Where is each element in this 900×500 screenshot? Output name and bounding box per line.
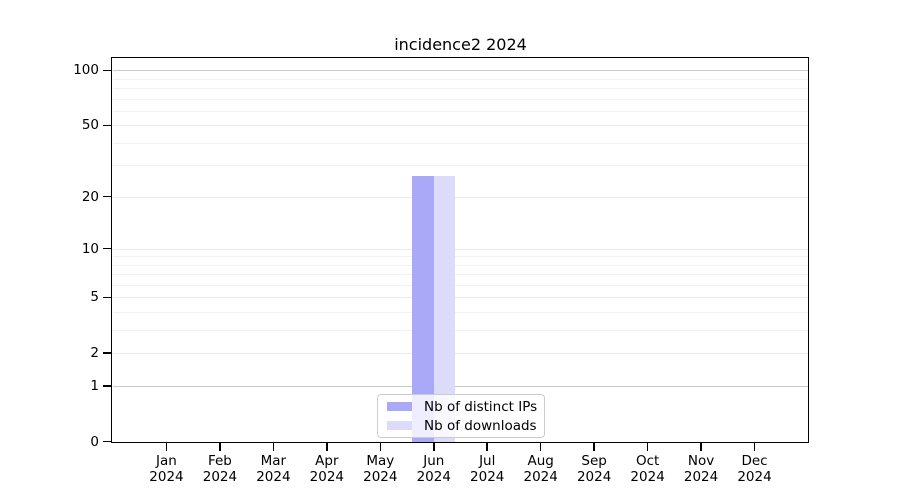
gridline-minor bbox=[113, 274, 808, 276]
y-tick-label: 2 bbox=[90, 345, 99, 362]
gridline-major bbox=[113, 196, 808, 198]
y-tick-label: 1 bbox=[90, 377, 99, 394]
y-tick bbox=[103, 69, 111, 72]
y-tick-label: 100 bbox=[73, 62, 99, 79]
x-tick-label: Nov 2024 bbox=[683, 452, 719, 486]
x-tick-label: Mar 2024 bbox=[256, 452, 291, 486]
gridline-major bbox=[113, 297, 808, 299]
bar-distinct-ips bbox=[412, 176, 434, 442]
x-tick bbox=[700, 442, 702, 451]
gridline-minor bbox=[113, 78, 808, 80]
x-tick bbox=[646, 442, 649, 451]
x-tick-label: Apr 2024 bbox=[309, 452, 345, 486]
y-tick bbox=[103, 247, 111, 250]
x-tick bbox=[486, 442, 488, 451]
y-tick bbox=[103, 352, 111, 354]
gridline-minor bbox=[113, 110, 808, 112]
legend-label-distinct-ips: Nb of distinct IPs bbox=[424, 398, 538, 415]
bar-downloads bbox=[433, 176, 456, 442]
x-tick-label: Aug 2024 bbox=[523, 452, 558, 486]
legend-swatch-distinct-ips bbox=[387, 402, 412, 411]
x-tick-label: Feb 2024 bbox=[202, 452, 238, 486]
x-tick bbox=[433, 442, 435, 451]
x-tick-label: Oct 2024 bbox=[630, 452, 665, 486]
gridline-minor bbox=[113, 330, 808, 331]
y-tick-label: 50 bbox=[81, 117, 99, 134]
y-tick bbox=[103, 195, 111, 198]
y-tick bbox=[103, 385, 111, 387]
y-tick-label: 5 bbox=[90, 289, 99, 306]
x-tick-label: Dec 2024 bbox=[737, 452, 772, 486]
x-tick bbox=[219, 442, 221, 451]
x-tick bbox=[326, 442, 328, 451]
gridline-minor bbox=[113, 98, 808, 100]
gridline-minor bbox=[113, 264, 808, 266]
gridline-minor bbox=[113, 256, 808, 258]
gridline-major bbox=[113, 353, 808, 355]
x-tick-label: Jan 2024 bbox=[149, 452, 184, 486]
gridline-major bbox=[113, 70, 808, 72]
gridline-major bbox=[113, 125, 808, 127]
gridline-minor bbox=[113, 88, 808, 90]
y-tick-label: 0 bbox=[90, 433, 99, 450]
gridline-minor bbox=[113, 142, 808, 144]
y-tick bbox=[103, 296, 111, 299]
x-tick-label: Sep 2024 bbox=[576, 452, 612, 486]
gridline-major bbox=[113, 248, 808, 250]
x-tick-label: May 2024 bbox=[363, 452, 398, 486]
legend-label-downloads: Nb of downloads bbox=[424, 417, 537, 434]
gridline-minor bbox=[113, 284, 808, 286]
x-tick bbox=[593, 442, 595, 451]
x-tick-label: Jun 2024 bbox=[416, 452, 451, 486]
chart-title: incidence2 2024 bbox=[394, 35, 527, 54]
x-tick bbox=[379, 442, 382, 451]
gridline-minor bbox=[113, 312, 808, 314]
y-tick bbox=[103, 440, 111, 443]
legend-item-downloads: Nb of downloads bbox=[387, 417, 537, 434]
y-tick-label: 10 bbox=[81, 240, 99, 257]
x-tick bbox=[539, 442, 542, 451]
legend-swatch-downloads bbox=[387, 421, 412, 430]
y-tick bbox=[103, 124, 111, 127]
gridline-major bbox=[113, 385, 808, 387]
gridline-minor bbox=[113, 165, 808, 167]
y-tick-label: 20 bbox=[81, 188, 99, 205]
legend-item-distinct-ips: Nb of distinct IPs bbox=[387, 398, 538, 415]
x-tick bbox=[165, 442, 168, 451]
x-tick bbox=[272, 442, 275, 451]
legend: Nb of distinct IPs Nb of downloads bbox=[377, 394, 545, 438]
x-tick bbox=[753, 442, 756, 451]
x-tick-label: Jul 2024 bbox=[470, 452, 505, 486]
plot-area bbox=[113, 59, 808, 442]
